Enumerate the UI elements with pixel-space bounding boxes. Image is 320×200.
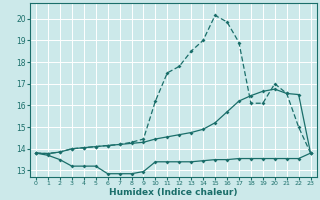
X-axis label: Humidex (Indice chaleur): Humidex (Indice chaleur) xyxy=(109,188,237,197)
